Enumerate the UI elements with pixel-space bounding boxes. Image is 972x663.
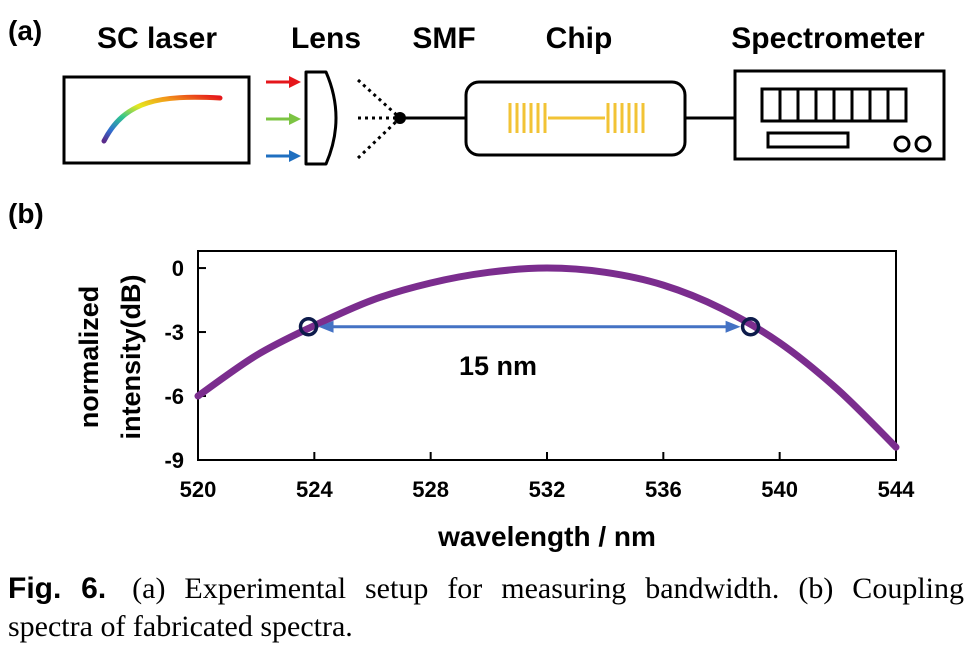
y-tick-label: 0 [172,256,184,281]
series-layer [194,264,900,451]
spectrum-curve [194,264,900,451]
laser-label: SC laser [97,22,217,55]
bandwidth-arrow-head-right [725,320,741,333]
spectrometer-slot [766,131,850,149]
lens-icon [304,70,338,166]
panel-a: (a) SC laser Lens SMF Chip Spectrometer [8,15,946,166]
y-tick-label: -3 [164,320,184,345]
right-grating-coupler [606,103,645,133]
fiber-label: SMF [412,22,475,55]
y-axis-label: normalized intensity(dB) [74,275,146,440]
plot-frame [197,250,897,461]
x-axis-ticks: 520 524 528 532 536 540 544 [180,452,915,502]
x-tick-label: 524 [296,477,333,502]
display-divisions [778,89,890,121]
caption-text: (a) Experimental setup for measuring ban… [8,572,964,643]
bandwidth-arrow-head-left [318,320,334,333]
lens-label: Lens [291,22,361,55]
spectrometer-device [733,69,946,161]
laser-spectrum-curve [101,94,223,144]
figure-caption: Fig. 6. (a) Experimental setup for measur… [8,570,964,646]
x-tick-label: 520 [180,477,217,502]
x-tick-label: 544 [878,477,915,502]
left-grating-coupler [508,103,547,133]
focus-cone [356,78,406,160]
annotation-layer [298,316,761,337]
spectrometer-box [733,69,946,161]
panel-a-label: (a) [8,15,42,46]
spectrometer-knob-left [893,135,911,153]
spectrometer-knob-right [914,135,932,153]
y-axis-label-line1: normalized [74,286,104,429]
sc-laser [62,75,251,165]
annotation-label: 15 nm [459,351,537,381]
y-tick-label: -6 [164,384,184,409]
blue-beam-arrow [266,150,301,162]
bandwidth-marker [298,316,319,337]
spectrometer-label: Spectrometer [731,22,925,55]
panel-b-label: (b) [8,198,44,229]
spectrum-chart: 520 524 528 532 536 540 544 0 -3 -6 -9 15 nm [164,250,915,502]
panel-b: (b) normalized intensity(dB) 520 524 528 53… [8,198,915,552]
x-tick-label: 540 [761,477,798,502]
bandwidth-marker [740,316,761,337]
beam-arrows [266,76,301,162]
green-beam-arrow [266,113,301,125]
x-axis-label: wavelength / nm [437,521,656,552]
chip-device [464,80,687,157]
caption-label: Fig. 6. [8,572,107,605]
x-tick-label: 532 [529,477,566,502]
red-beam-arrow [266,76,301,88]
y-axis-ticks: 0 -3 -6 -9 [164,256,206,473]
chip-label: Chip [546,22,613,55]
x-tick-label: 536 [645,477,682,502]
y-axis-label-line2: intensity(dB) [116,275,146,440]
y-tick-label: -9 [164,448,184,473]
x-tick-label: 528 [412,477,449,502]
laser-box [62,75,251,165]
